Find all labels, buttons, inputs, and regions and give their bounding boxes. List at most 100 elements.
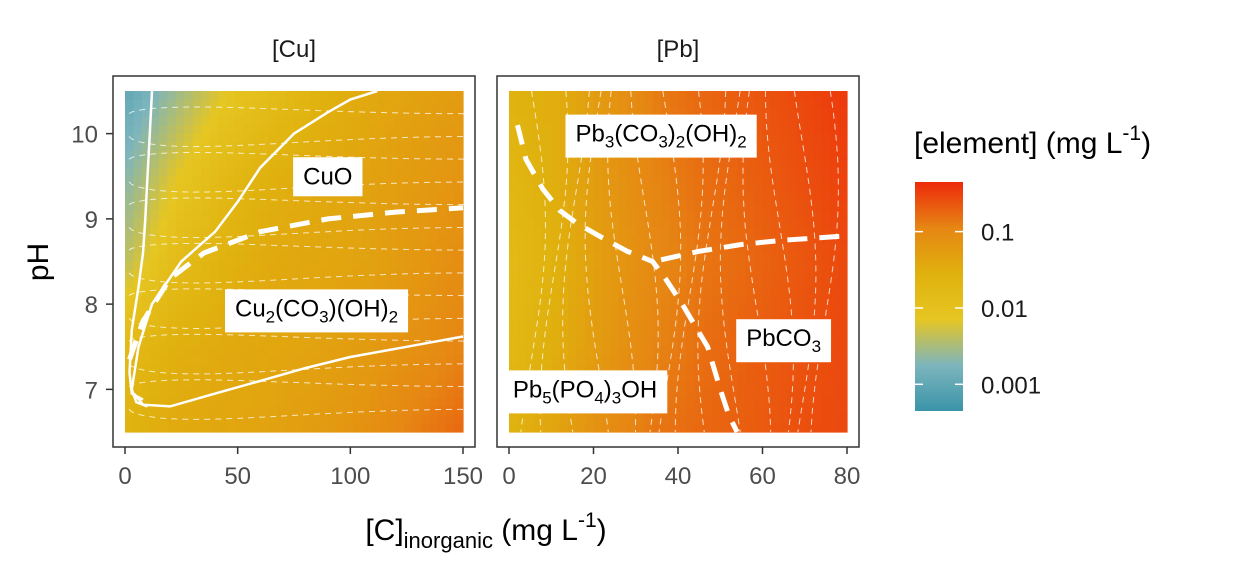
heat-cell [243,167,253,177]
heat-cell [125,193,135,203]
heat-cell [234,125,244,135]
heat-cell [260,108,270,118]
heat-cell [576,414,586,425]
heat-cell [344,261,354,271]
heat-cell [728,414,738,425]
heat-cell [618,261,628,271]
heat-cell [226,108,236,118]
heat-cell [737,423,747,433]
heat-cell [217,380,227,390]
heat-cell [635,304,645,314]
heat-cell [285,108,295,118]
heat-cell [551,414,561,425]
heat-cell [133,312,143,322]
heat-cell [804,142,814,152]
heat-cell [770,99,780,109]
heat-cell [294,201,304,211]
heat-cell [576,329,586,339]
heat-cell [234,363,244,373]
heat-cell [437,167,447,177]
heat-cell [234,244,244,254]
heat-cell [601,261,611,271]
heat-cell [610,304,620,314]
heat-cell [150,338,160,348]
heat-cell [779,99,789,109]
dashed-contour [128,151,468,160]
heat-cell [344,193,354,203]
heat-cell [336,235,346,246]
heat-cell [226,133,236,143]
heat-cell [437,355,447,365]
heat-cell [243,423,253,433]
heat-cell [576,167,586,177]
heat-cell [821,235,831,246]
heat-cell [525,167,535,177]
heat-cell [133,270,143,280]
heat-cell [509,363,519,373]
heat-cell [703,295,713,305]
heat-cell [559,355,569,365]
heat-cell [251,235,261,246]
heat-cell [635,338,645,348]
heat-cell [361,372,371,382]
heat-cell [217,184,227,194]
y-tick-label: 8 [85,292,98,319]
heat-cell [559,218,569,228]
heat-cell [344,329,354,339]
heat-cell [610,193,620,203]
heat-cell [551,108,561,118]
heat-cell [635,321,645,331]
heat-cell [509,159,519,169]
heat-cell [209,133,219,143]
heat-cell [517,99,527,109]
heat-cell [454,142,464,152]
heat-cell [830,414,840,425]
heat-cell [754,99,764,109]
heat-cell [217,389,227,399]
heat-cell [412,329,422,339]
heat-cell [652,201,662,211]
heat-cell [542,278,552,288]
heat-cell [386,329,396,339]
heat-cell [754,261,764,271]
heat-cell [395,355,405,365]
heat-cell [268,389,278,399]
heat-cell [568,338,578,348]
heat-cell [517,176,527,186]
heat-cell [813,287,823,297]
heat-cell [813,142,823,152]
heat-cell [429,363,439,373]
heat-cell [720,321,730,331]
heat-cell [796,304,806,314]
heat-cell [720,210,730,220]
heat-cell [610,312,620,322]
heat-cell [551,133,561,143]
heat-cell [429,389,439,399]
heat-cell [175,125,185,135]
heat-cell [217,176,227,186]
heat-cell [361,116,371,126]
heat-cell [568,252,578,263]
heat-cell [361,125,371,135]
heat-cell [754,167,764,177]
heat-cell [268,193,278,203]
heat-cell [644,414,654,425]
heat-cell [593,355,603,365]
heat-cell [327,414,337,425]
heat-cell [754,270,764,280]
heat-cell [217,321,227,331]
heat-cell [167,108,177,118]
heat-cell [754,176,764,186]
heat-cell [437,397,447,408]
heat-cell [652,278,662,288]
heat-cell [150,312,160,322]
heat-cell [302,355,312,365]
heat-cell [226,184,236,194]
heat-cell [336,389,346,399]
heat-cell [669,372,679,382]
heat-cell [694,346,704,356]
heat-cell [838,414,848,425]
heat-cell [403,270,413,280]
heat-cell [787,423,797,433]
heat-cell [403,363,413,373]
